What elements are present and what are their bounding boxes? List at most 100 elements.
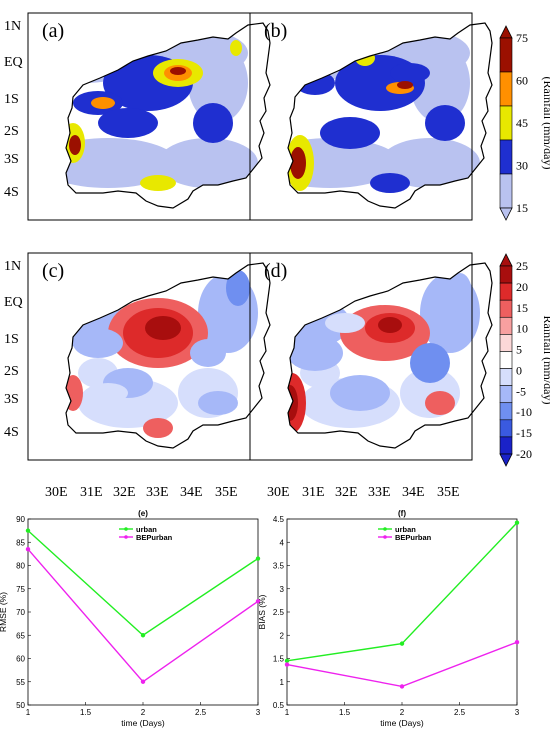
longitude-labels: 30E 31E 32E 33E 34E 35E 30E 31E 32E 33E 34E 35E xyxy=(45,485,460,500)
colorbar-arrow xyxy=(499,25,513,39)
panel-label: (a) xyxy=(42,20,64,42)
y-tick-label: 75 xyxy=(16,585,25,594)
colorbar-title: Rainfall (mm/day) xyxy=(541,316,550,405)
colorbar-tick-label: -5 xyxy=(516,384,526,398)
latitude-tick-label: 1N xyxy=(4,19,21,34)
map-panel-a: (a) xyxy=(27,12,271,221)
latitude-tick-label: 1S xyxy=(4,92,19,107)
colorbar-tick-label: -20 xyxy=(516,447,532,461)
diff-contour xyxy=(145,316,181,340)
plot-area xyxy=(27,518,259,706)
legend-label: BEPurban xyxy=(136,533,173,542)
y-tick-label: 50 xyxy=(16,701,25,710)
latitude-tick-label: 4S xyxy=(4,425,19,440)
data-point-BEPurban xyxy=(514,640,520,645)
data-point-BEPurban xyxy=(140,679,146,684)
colorbar-tick-label: 20 xyxy=(516,280,528,294)
longitude-tick-label: 33E xyxy=(368,485,391,500)
data-point-urban xyxy=(140,633,146,638)
diff-contour xyxy=(73,328,123,358)
legend-marker xyxy=(383,535,387,539)
data-point-BEPurban xyxy=(284,662,290,667)
x-axis-label: time (Days) xyxy=(380,718,424,728)
latitude-tick-label: EQ xyxy=(4,295,23,310)
data-point-urban xyxy=(25,528,31,533)
map-panel-d: (d) xyxy=(249,252,493,461)
colorbar-tick-label: 5 xyxy=(516,343,522,357)
rain-contour xyxy=(380,138,480,188)
rain-contour xyxy=(390,63,430,83)
y-tick-label: 60 xyxy=(16,655,25,664)
colorbar-tick-label: 15 xyxy=(516,301,528,315)
colorbar-swatch xyxy=(499,282,513,301)
legend-marker xyxy=(383,527,387,531)
latitude-tick-label: 2S xyxy=(4,364,19,379)
data-point-BEPurban xyxy=(25,547,31,552)
rain-contour xyxy=(170,67,186,75)
panel-label: (c) xyxy=(42,260,64,282)
chart-title: (f) xyxy=(398,509,406,518)
map-frame xyxy=(249,252,473,461)
rain-contour xyxy=(68,58,108,78)
rain-contour xyxy=(69,135,81,155)
y-tick-label: 4.5 xyxy=(273,515,285,524)
colorbar-arrow xyxy=(499,207,513,221)
x-tick-label: 1 xyxy=(26,708,31,717)
longitude-tick-label: 34E xyxy=(180,485,203,500)
difference-colorbar: 25 20 15 10 5 0 -5 -10 -15 -20 Rainfall (mm/day) xyxy=(499,253,550,467)
y-tick-label: 0.5 xyxy=(273,701,285,710)
rain-contour xyxy=(320,117,380,149)
bias-line-chart: 1 1.5 2 2.5 30.511.522.533.544.5(f)time (Day… xyxy=(257,509,520,728)
rain-contour xyxy=(158,138,258,188)
data-point-urban xyxy=(399,641,405,646)
legend-marker xyxy=(124,527,128,531)
latitude-tick-label: EQ xyxy=(4,55,23,70)
legend-label: urban xyxy=(136,525,157,534)
y-tick-label: 2 xyxy=(280,631,285,640)
latitude-tick-label: 1N xyxy=(4,259,21,274)
colorbar-swatch xyxy=(499,402,513,421)
diff-contour xyxy=(288,385,298,421)
x-tick-label: 3 xyxy=(515,708,520,717)
longitude-tick-label: 34E xyxy=(402,485,425,500)
rmse-line-chart: 1 1.5 2 2.5 3 50 55 60 65 70 75 80 85 90 (e) time (Days… xyxy=(0,509,261,728)
y-tick-label: 90 xyxy=(16,515,25,524)
y-tick-label: 80 xyxy=(16,562,25,571)
x-tick-label: 1.5 xyxy=(80,708,92,717)
diff-contour xyxy=(325,313,365,333)
colorbar-swatch xyxy=(499,105,513,141)
colorbar-tick-label: 30 xyxy=(516,159,528,173)
y-tick-label: 4 xyxy=(280,538,285,547)
y-tick-label: 2.5 xyxy=(273,608,285,617)
legend-marker xyxy=(124,535,128,539)
rain-contour xyxy=(188,43,248,123)
latitude-tick-label: 4S xyxy=(4,185,19,200)
latitude-tick-label: 1S xyxy=(4,332,19,347)
colorbar-swatch xyxy=(499,368,513,386)
rain-contour xyxy=(98,108,158,138)
longitude-tick-label: 31E xyxy=(302,485,325,500)
rain-contour xyxy=(140,175,176,191)
diff-contour xyxy=(410,343,450,383)
data-point-urban xyxy=(255,556,261,561)
data-point-BEPurban xyxy=(399,684,405,689)
diff-contour xyxy=(198,391,238,415)
colorbar-swatch xyxy=(499,436,513,455)
x-tick-label: 1 xyxy=(285,708,290,717)
rain-contour xyxy=(290,147,306,179)
colorbar-arrow xyxy=(499,453,513,467)
data-point-BEPurban xyxy=(255,599,261,604)
colorbar-tick-label: 15 xyxy=(516,201,528,215)
longitude-tick-label: 32E xyxy=(113,485,136,500)
colorbar-swatch xyxy=(499,334,513,352)
x-tick-label: 2 xyxy=(400,708,405,717)
colorbar-swatch xyxy=(499,37,513,73)
diff-contour xyxy=(378,317,402,333)
rain-contour xyxy=(91,97,115,109)
diff-contour xyxy=(66,375,83,411)
region-outline xyxy=(65,262,271,449)
map-panel-b: (b) xyxy=(249,12,493,221)
region-outline xyxy=(287,22,493,209)
legend-label: BEPurban xyxy=(395,533,432,542)
